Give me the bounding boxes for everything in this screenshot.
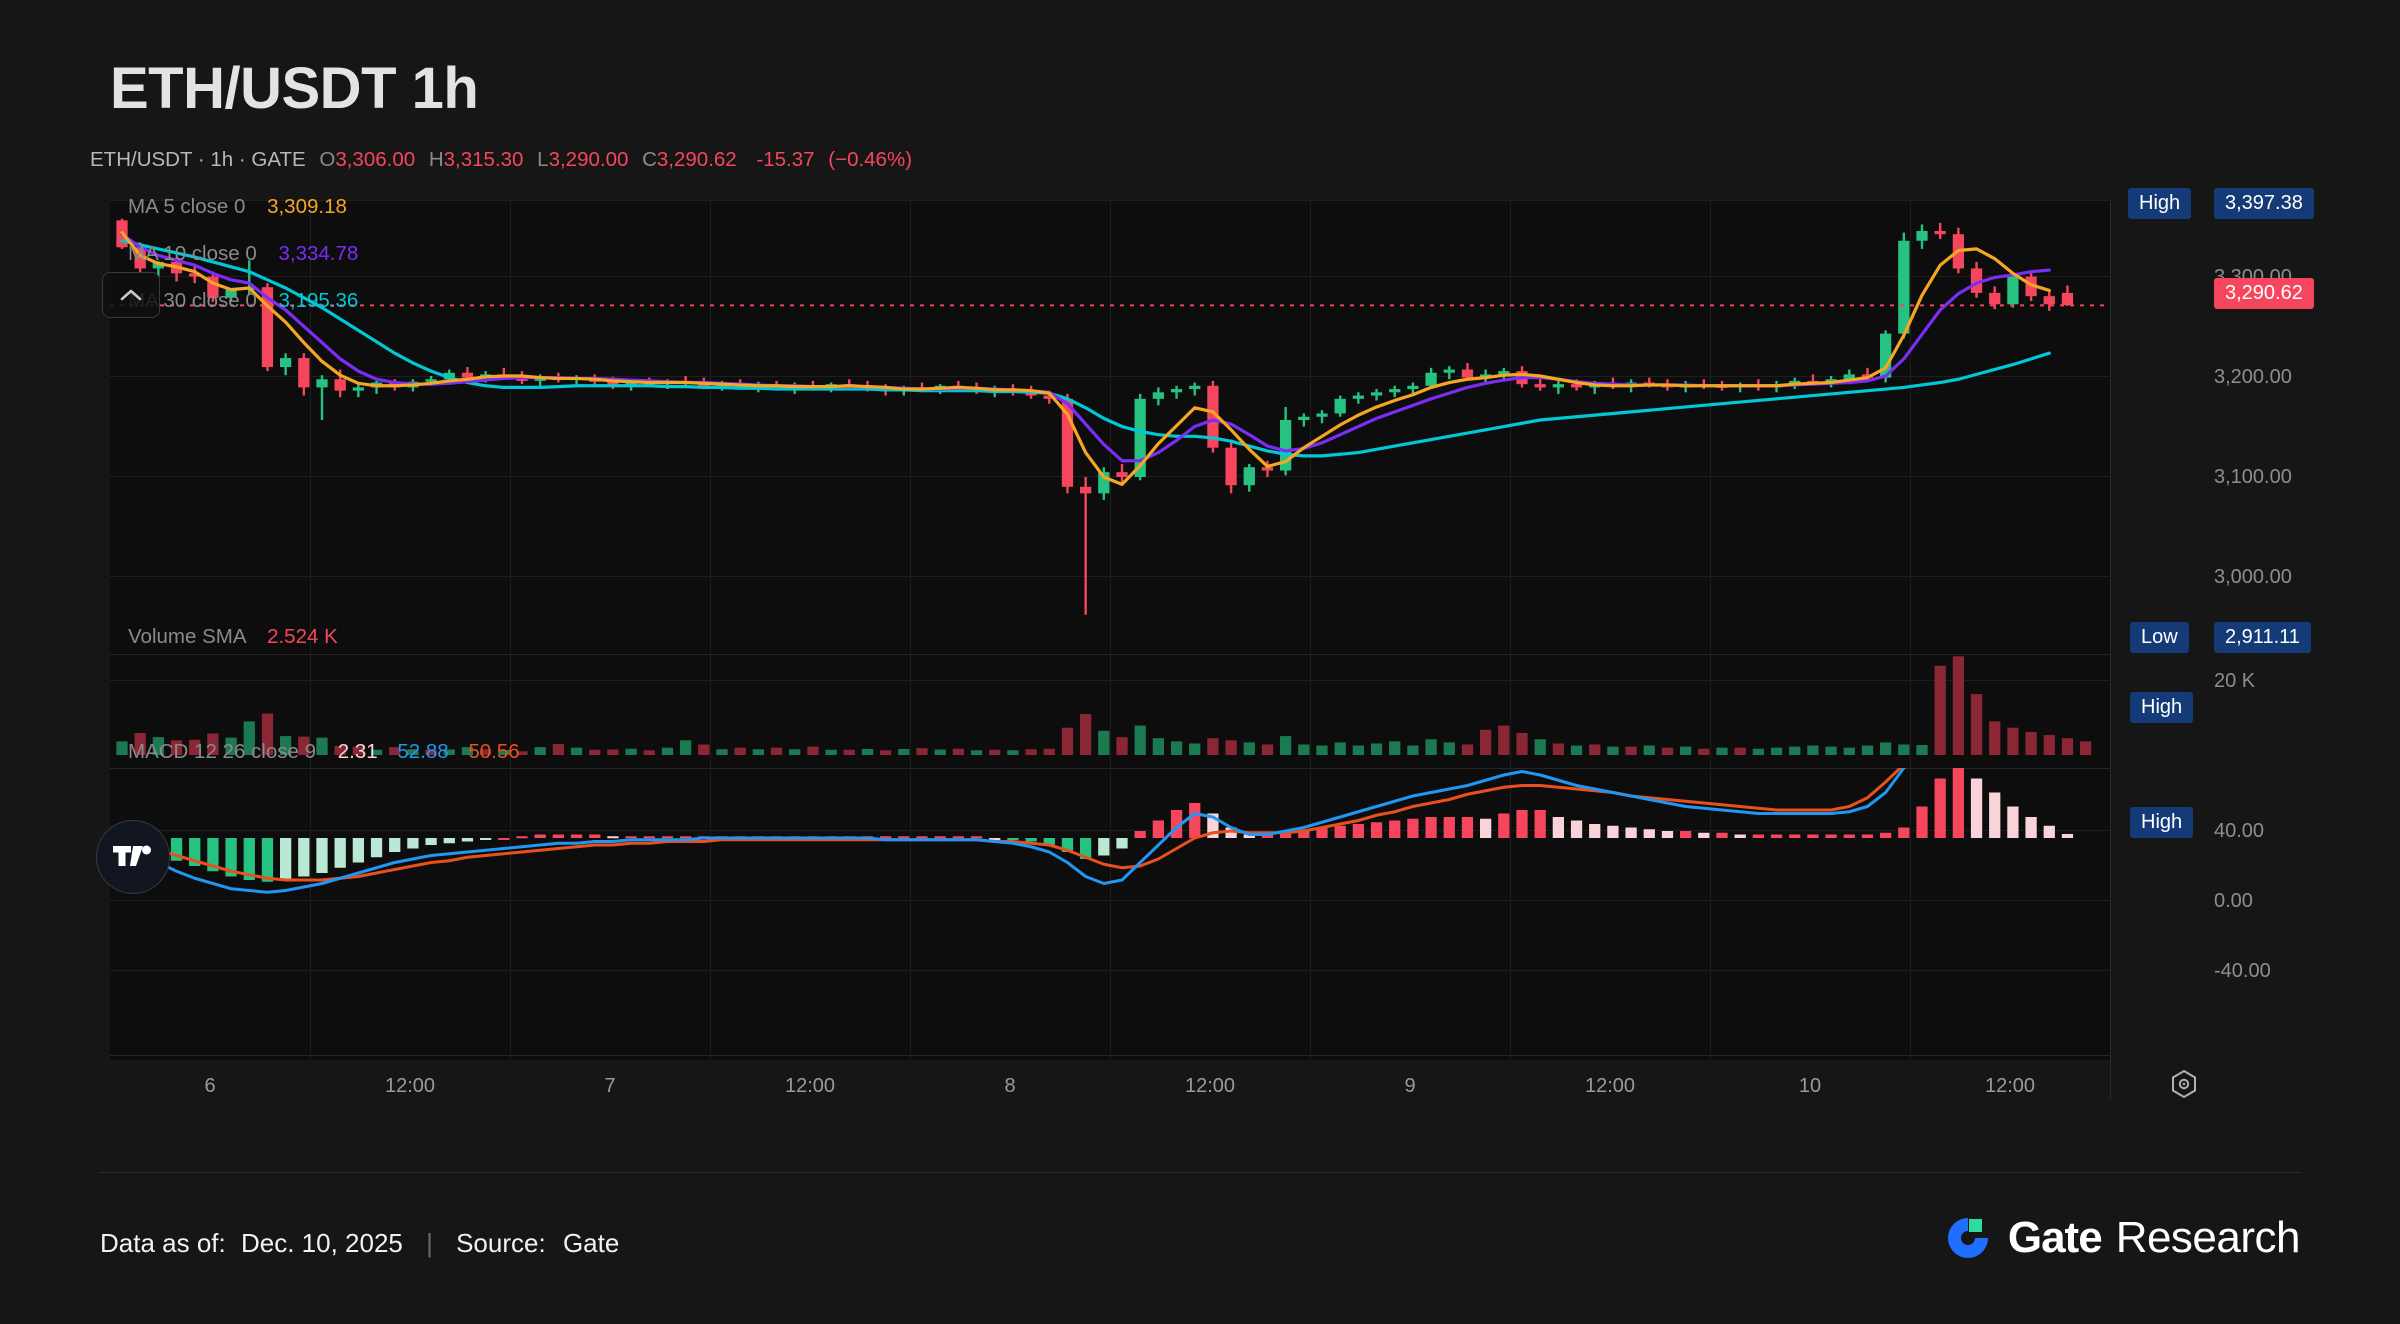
gridline-v [510,200,511,1060]
change-value: -15.37 [756,148,815,171]
ma30-legend: MA 30 close 0 3,195.36 [128,289,358,313]
candlestick-canvas[interactable] [110,200,2110,640]
macd-tick-40: 40.00 [2214,820,2265,842]
ma5-legend: MA 5 close 0 3,309.18 [128,195,347,219]
time-tick: 8 [1004,1075,1016,1097]
price-high-badge: High [2128,188,2192,219]
source-label: Source: [456,1228,546,1258]
gridline-h [110,376,2110,377]
price-tick-3000: 3,000.00 [2214,566,2292,588]
open-key: O [319,148,336,171]
macd-tick-0: 0.00 [2214,890,2253,912]
ma10-label: MA 10 close 0 [128,242,257,265]
macd-label: MACD 12 26 close 9 [128,740,317,763]
volume-legend: Volume SMA 2.524 K [128,625,338,649]
data-as-of-value: Dec. 10, 2025 [240,1228,403,1258]
gridline-volume [110,680,2110,681]
ma10-value: 3,334.78 [278,242,359,265]
time-tick: 12:00 [1984,1075,2036,1097]
ma30-value: 3,195.36 [278,289,359,312]
macd-high-badge: High [2130,807,2194,838]
macd-line-value: 52.88 [397,740,449,763]
pane-separator-bottom [110,1055,2110,1056]
gridline-v [310,200,311,1060]
chart-area[interactable]: ETH/USDT · 1h · GATE O3,306.00 H3,315.30… [90,148,2314,1100]
change-percent: (−0.46%) [828,148,913,171]
chevron-up-icon [120,289,142,301]
source-value: Gate [562,1228,620,1258]
price-low-value: 2,911.11 [2214,622,2311,653]
gridline-h [110,476,2110,477]
price-high-value: 3,397.38 [2214,188,2314,219]
time-tick: 12:00 [384,1075,436,1097]
time-tick: 12:00 [784,1075,836,1097]
price-low-badge: Low [2130,622,2189,653]
time-tick: 12:00 [1184,1075,1236,1097]
tradingview-logo-icon [113,845,151,866]
time-tick: 12:00 [1584,1075,1636,1097]
collapse-pane-button[interactable] [102,272,160,318]
pane-separator-macd [110,768,2110,769]
macd-tick-neg40: -40.00 [2214,960,2271,982]
tradingview-logo-button[interactable] [96,820,170,894]
gridline-h [110,200,2110,201]
time-tick: 6 [204,1075,216,1097]
gear-icon [2172,1069,2196,1099]
gridline-v [1910,200,1911,1060]
ma5-value: 3,309.18 [267,195,347,218]
low-key: L [537,148,549,171]
open-value: 3,306.00 [335,148,416,171]
low-value: 3,290.00 [548,148,629,171]
ohlc-legend: ETH/USDT · 1h · GATE O3,306.00 H3,315.30… [90,148,912,172]
price-tick-3200: 3,200.00 [2214,366,2292,388]
footer-separator: | [426,1228,433,1258]
gridline-v [710,200,711,1060]
time-tick: 10 [1798,1075,1822,1097]
price-axis-separator [2110,200,2111,1100]
logo-gate-text: Gate [2007,1213,2103,1262]
volume-canvas[interactable] [110,655,2110,755]
gridline-v [1310,200,1311,1060]
time-tick: 7 [604,1075,616,1097]
gridline-v [910,200,911,1060]
macd-histogram-value: 2.31 [337,740,378,763]
gridline-v [1110,200,1111,1060]
price-tick-3100: 3,100.00 [2214,466,2292,488]
gate-research-logo: Gate Research [1942,1212,2301,1264]
macd-legend: MACD 12 26 close 9 2.31 52.88 50.56 [128,740,520,764]
macd-canvas[interactable] [110,768,2110,1055]
volume-tick-20k: 20 K [2214,670,2256,692]
high-key: H [428,148,444,171]
gridline-v [1510,200,1511,1060]
pane-separator-volume [110,654,2110,655]
symbol-label: ETH/USDT · 1h · GATE [90,148,306,171]
gridline-h [110,576,2110,577]
footer-divider [100,1172,2300,1173]
volume-high-badge: High [2130,692,2194,723]
high-value: 3,315.30 [443,148,524,171]
ma10-legend: MA 10 close 0 3,334.78 [128,242,358,266]
logo-research-text: Research [2115,1213,2301,1262]
volume-value: 2.524 K [267,625,338,648]
gridline-v [1710,200,1711,1060]
macd-signal-value: 50.56 [468,740,520,763]
time-tick: 9 [1404,1075,1416,1097]
footer-meta: Data as of: Dec. 10, 2025 | Source: Gate [100,1228,619,1259]
chart-settings-button[interactable] [2162,1062,2206,1106]
current-price-badge: 3,290.62 [2214,278,2314,309]
data-as-of-label: Data as of: [100,1228,226,1258]
gridline-h [110,276,2110,277]
ma5-label: MA 5 close 0 [128,195,246,218]
page-title: ETH/USDT 1h [110,56,479,121]
gridline-macd-0 [110,900,2110,901]
gridline-macd-40 [110,830,2110,831]
ma30-label: MA 30 close 0 [128,289,257,312]
close-value: 3,290.62 [656,148,737,171]
close-key: C [642,148,657,171]
volume-label: Volume SMA [128,625,246,648]
gridline-macd-neg40 [110,970,2110,971]
gate-logo-mark-icon [1947,1218,1988,1258]
